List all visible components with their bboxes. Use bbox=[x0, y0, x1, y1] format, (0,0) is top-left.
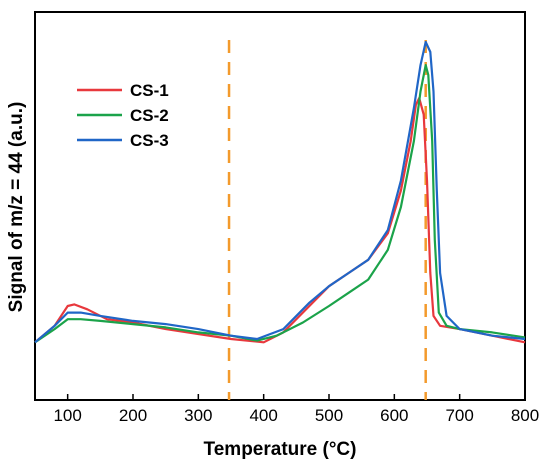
x-tick-label: 200 bbox=[119, 406, 147, 425]
series-line-cs-1 bbox=[34, 96, 526, 344]
plot-frame bbox=[34, 11, 526, 401]
series-line-cs-3 bbox=[34, 40, 526, 344]
legend-label-cs-3: CS-3 bbox=[130, 131, 169, 150]
series-lines bbox=[34, 40, 526, 344]
legend-label-cs-2: CS-2 bbox=[130, 106, 169, 125]
x-tick-label: 100 bbox=[53, 406, 81, 425]
legend-label-cs-1: CS-1 bbox=[130, 81, 169, 100]
x-axis-title: Temperature (°C) bbox=[204, 439, 357, 460]
x-tick-label: 600 bbox=[380, 406, 408, 425]
x-tick-label: 500 bbox=[315, 406, 343, 425]
x-tick-label: 300 bbox=[184, 406, 212, 425]
y-axis-title: Signal of m/z = 44 (a.u.) bbox=[6, 102, 27, 313]
series-line-cs-2 bbox=[34, 63, 526, 344]
x-tick-label: 400 bbox=[249, 406, 277, 425]
x-tick-label: 800 bbox=[511, 406, 539, 425]
x-tick-label: 700 bbox=[445, 406, 473, 425]
reference-lines bbox=[227, 40, 427, 400]
x-axis-ticks: 100 200 300 400 500 600 700 800 bbox=[53, 394, 539, 425]
legend: CS-1 CS-2 CS-3 bbox=[77, 81, 169, 150]
